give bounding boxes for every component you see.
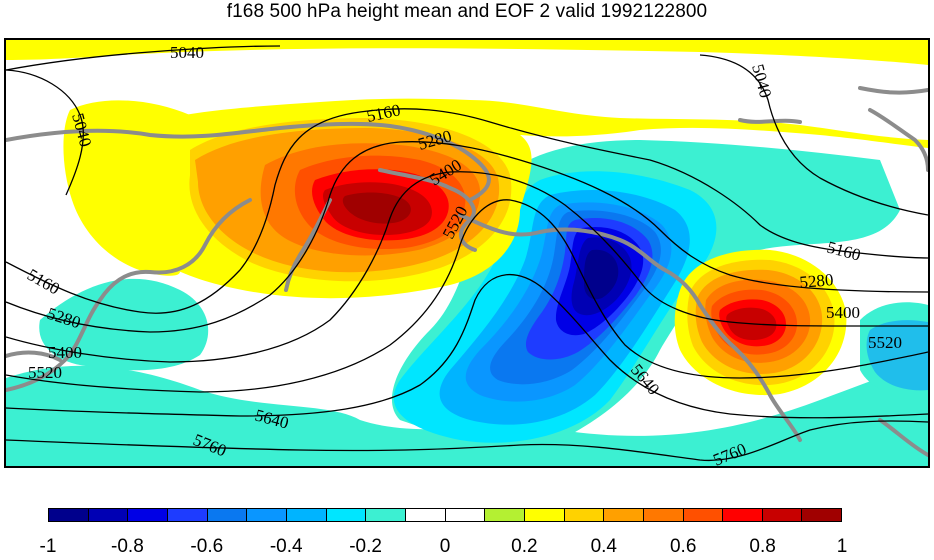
plot-title: f168 500 hPa height mean and EOF 2 valid… [226, 1, 708, 22]
coastline-north [6, 121, 491, 202]
label-5280-c: 5280 [799, 270, 835, 292]
shade-red4-west [342, 192, 411, 224]
shade-lightcyan-west [39, 278, 209, 371]
colorbar-segment [405, 509, 446, 521]
shade-blue6 [584, 249, 619, 300]
contour-5160 [6, 108, 928, 314]
coastline-kamchatka [284, 198, 332, 292]
colorbar-tick-label: -0.8 [111, 536, 144, 557]
label-5160-b: 5160 [24, 265, 63, 298]
colorbar-segment [49, 509, 89, 521]
colorbar-segment [723, 509, 763, 521]
colorbar-tick-label: 0 [439, 536, 451, 557]
colorbar-tick-label: 0.2 [511, 536, 538, 557]
contour-5280 [6, 141, 928, 333]
colorbar-segment [128, 509, 168, 521]
colorbar-segment [643, 509, 684, 521]
shade-cyan-far-east [866, 320, 928, 391]
eof-shading [6, 40, 928, 466]
coastline-ne-islands2 [868, 108, 928, 172]
coastline-alaska [378, 168, 477, 252]
contour-5040-east [699, 54, 928, 216]
label-5520-c: 5520 [868, 333, 902, 352]
colorbar-segment [564, 509, 605, 521]
coastline-asia [6, 198, 252, 392]
height-contours [6, 45, 928, 462]
colorbar-tick-labels: -1 -0.8 -0.6 -0.4 -0.2 0 0.2 0.4 0.6 0.8 1 [0, 536, 934, 560]
colorbar-segment [88, 509, 129, 521]
colorbar-tick-label: -0.6 [190, 536, 224, 557]
contour-5520 [6, 199, 928, 393]
contour-5760 [6, 420, 928, 462]
coastline-hudson [738, 118, 802, 124]
shade-lightcyan-south [6, 360, 928, 466]
colorbar-tick-label: -0.4 [269, 536, 303, 557]
colorbar-segment [762, 509, 803, 521]
colorbar-segment [247, 509, 287, 521]
colorbar-tick-label: 0.4 [590, 536, 618, 557]
shade-yellow-left [63, 100, 190, 276]
colorbar-segment [286, 509, 327, 521]
label-5400-b: 5400 [48, 343, 82, 362]
colorbar-segment [366, 509, 406, 521]
contour-5400 [6, 171, 928, 363]
colorbar-segment [326, 509, 367, 521]
label-5160-c: 5160 [825, 238, 863, 265]
label-5400-c: 5400 [826, 303, 860, 322]
contour-5040-west [6, 45, 281, 71]
colorbar-tick-label: -0.2 [349, 536, 382, 557]
coastline-east [878, 418, 928, 457]
colorbar-tick-label: -1 [39, 536, 57, 557]
colorbar-segment [485, 509, 525, 521]
colorbar-segment [802, 509, 842, 521]
colorbar-tick-label: 1 [836, 536, 848, 557]
colorbar-segment [683, 509, 724, 521]
label-5520-b: 5520 [28, 363, 62, 382]
coastline-archipelago [458, 213, 702, 307]
colorbar-segment [524, 509, 565, 521]
colorbar-segment [445, 509, 486, 521]
colorbar-segment [167, 509, 208, 521]
colorbar-segment [604, 509, 644, 521]
colorbar-segment [207, 509, 248, 521]
contour-5040-west-loop [6, 69, 84, 196]
contour-5640 [6, 274, 928, 419]
label-5040-a: 5040 [170, 43, 204, 62]
coastline-ne-islands [858, 86, 928, 95]
colorbar-tick-label: 0.8 [749, 536, 776, 557]
coastline-asia-inner [6, 350, 62, 362]
map-panel: 5040 5040 5040 5160 5160 5160 5280 5280 … [4, 38, 930, 468]
map-canvas: 5040 5040 5040 5160 5160 5160 5280 5280 … [6, 40, 928, 466]
colorbar-tick-label: 0.6 [669, 536, 697, 557]
colorbar [48, 508, 842, 522]
shade-yellow-north [6, 40, 928, 160]
